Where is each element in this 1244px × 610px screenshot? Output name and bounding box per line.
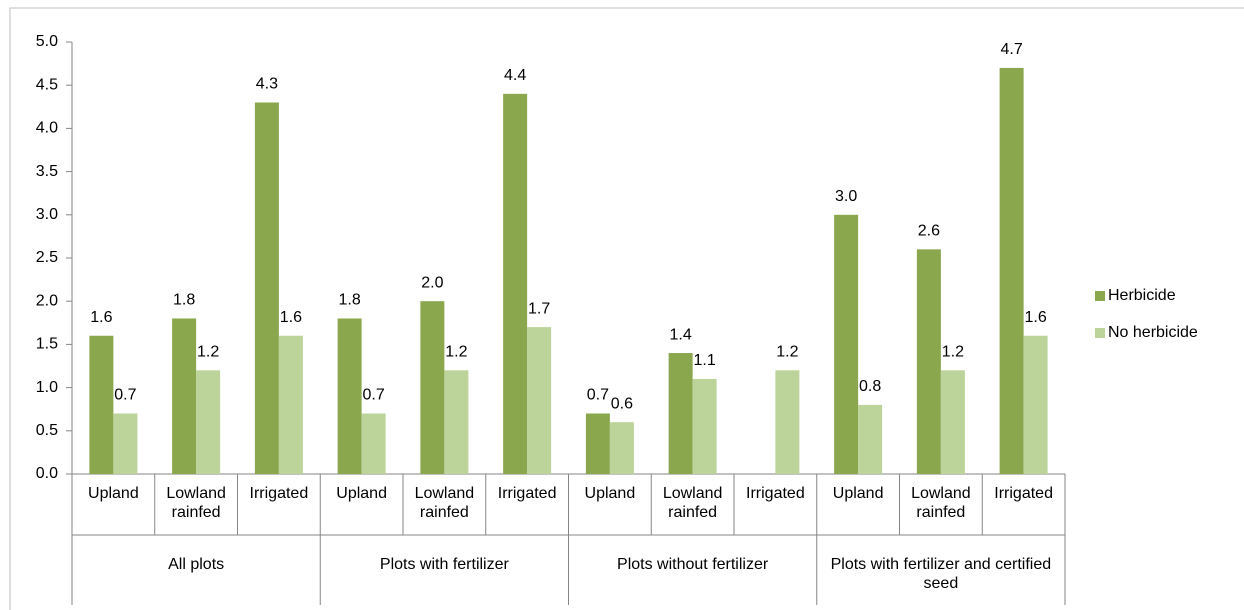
value-label: 3.0: [835, 188, 857, 205]
value-label: 1.2: [197, 344, 219, 361]
x-tick-label: Upland: [832, 485, 884, 502]
value-label: 1.8: [173, 292, 195, 309]
bar: [834, 214, 859, 475]
x-tick-label: Upland: [584, 485, 636, 502]
bar: [337, 318, 362, 474]
y-tick-label: 1.5: [36, 336, 58, 353]
value-label: 2.0: [421, 274, 443, 291]
legend-label: No herbicide: [1108, 324, 1198, 341]
value-label: 1.1: [694, 352, 716, 369]
y-tick-label: 1.0: [36, 379, 58, 396]
y-tick-label: 3.0: [36, 206, 58, 223]
bar: [916, 249, 941, 474]
bar: [692, 378, 717, 474]
y-tick-label: 3.5: [36, 163, 58, 180]
legend-swatch: [1095, 328, 1105, 338]
group-label: Plots without fertilizer: [617, 556, 769, 573]
bar: [527, 327, 552, 474]
value-label: 4.3: [256, 76, 278, 93]
value-label: 0.7: [363, 387, 385, 404]
x-tick-label: Lowland rainfed: [911, 485, 971, 521]
value-label: 1.4: [670, 326, 692, 343]
x-tick-label: Lowland rainfed: [166, 485, 226, 521]
value-label: 1.8: [339, 292, 361, 309]
bar: [89, 335, 114, 474]
value-label: 2.6: [918, 223, 940, 240]
bar: [361, 413, 386, 474]
frame: [9, 7, 1244, 610]
bar: [420, 301, 445, 474]
bar: [668, 353, 693, 474]
bar: [1023, 335, 1048, 474]
bar: [278, 335, 303, 474]
x-tick-label: Lowland rainfed: [662, 485, 723, 521]
x-tick-label: Irrigated: [994, 485, 1053, 502]
x-tick-label: Upland: [336, 485, 387, 502]
legend-swatch: [1095, 291, 1105, 301]
y-tick-label: 0.0: [36, 465, 58, 482]
bar: [444, 370, 469, 474]
y-tick-label: 2.0: [36, 292, 58, 309]
bar: [196, 370, 221, 474]
group-label: Plots with fertilizer and certified seed: [830, 556, 1052, 592]
bar: [254, 102, 279, 474]
value-label: 1.2: [445, 344, 467, 361]
value-label: 0.7: [587, 387, 609, 404]
x-tick-label: Irrigated: [497, 485, 557, 502]
value-label: 4.7: [1001, 41, 1023, 58]
group-label: Plots with fertilizer: [379, 556, 509, 573]
x-tick-label: Upland: [88, 485, 139, 502]
value-label: 0.7: [114, 387, 136, 404]
bar: [940, 370, 965, 474]
bar: [172, 318, 197, 474]
value-label: 1.6: [1025, 309, 1047, 326]
y-tick-label: 5.0: [36, 33, 58, 50]
legend-label: Herbicide: [1108, 287, 1176, 304]
y-tick-label: 0.5: [36, 422, 58, 439]
value-label: 4.4: [504, 67, 526, 84]
bar: [858, 404, 883, 474]
x-tick-label: Irrigated: [249, 485, 309, 502]
x-tick-label: Lowland rainfed: [414, 485, 475, 521]
bar: [585, 413, 610, 474]
value-label: 1.6: [90, 309, 112, 326]
bar: [113, 413, 138, 474]
bar: [609, 422, 634, 474]
y-tick-label: 2.5: [36, 249, 58, 266]
bar: [775, 370, 800, 474]
value-label: 0.6: [611, 395, 633, 412]
bar: [999, 67, 1024, 475]
value-label: 1.2: [776, 344, 798, 361]
bar: [503, 93, 528, 474]
value-label: 1.7: [528, 300, 550, 317]
group-label: All plots: [168, 556, 225, 573]
y-tick-label: 4.5: [36, 76, 58, 93]
value-label: 0.8: [859, 378, 881, 395]
x-tick-label: Irrigated: [746, 485, 805, 502]
value-label: 1.2: [942, 344, 964, 361]
value-label: 1.6: [280, 309, 302, 326]
y-tick-label: 4.0: [36, 120, 58, 137]
